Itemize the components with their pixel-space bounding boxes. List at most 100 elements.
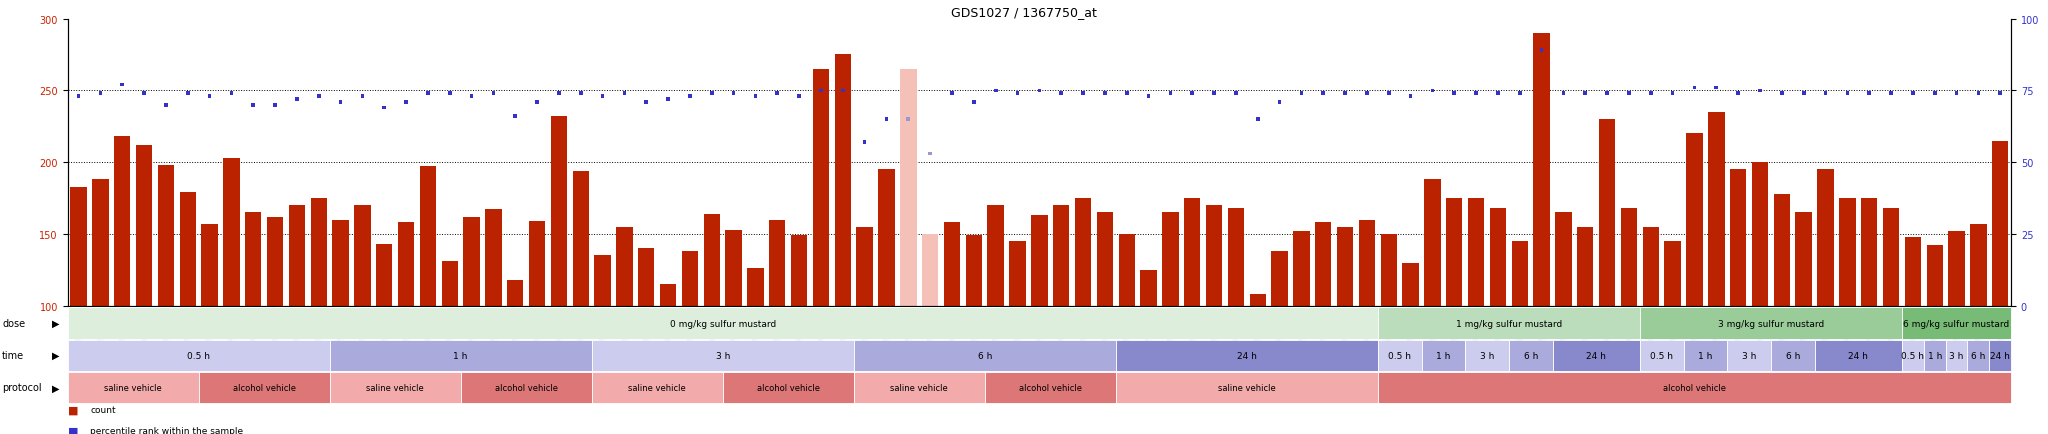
Bar xyxy=(442,262,459,306)
Text: count: count xyxy=(90,405,117,414)
Text: saline vehicle: saline vehicle xyxy=(367,383,424,392)
Point xyxy=(150,102,182,109)
Bar xyxy=(1075,199,1092,306)
Point xyxy=(1896,91,1929,98)
Point xyxy=(281,96,313,103)
Point xyxy=(1700,85,1733,92)
Text: 3 h: 3 h xyxy=(1743,351,1757,360)
Point xyxy=(1939,91,1972,98)
Bar xyxy=(1096,213,1112,306)
Bar xyxy=(1534,34,1550,306)
Point xyxy=(215,91,248,98)
Text: 0.5 h: 0.5 h xyxy=(1389,351,1411,360)
Bar xyxy=(770,220,786,306)
Point xyxy=(389,99,422,106)
Text: 1 h: 1 h xyxy=(1927,351,1942,360)
Point xyxy=(979,88,1012,95)
Point xyxy=(1284,91,1317,98)
Bar xyxy=(967,236,983,306)
Point xyxy=(1350,91,1382,98)
Point xyxy=(805,88,838,95)
Text: 1 h: 1 h xyxy=(453,351,467,360)
Text: 0.5 h: 0.5 h xyxy=(1901,351,1925,360)
Point xyxy=(84,91,117,98)
Bar xyxy=(616,227,633,306)
Point xyxy=(739,93,772,100)
Point xyxy=(412,91,444,98)
Text: 1 h: 1 h xyxy=(1436,351,1450,360)
Bar xyxy=(1554,213,1571,306)
Bar xyxy=(1751,163,1767,306)
Bar xyxy=(246,213,262,306)
Point xyxy=(1677,85,1710,92)
Text: 24 h: 24 h xyxy=(1237,351,1257,360)
Point xyxy=(1395,93,1427,100)
Bar xyxy=(397,223,414,306)
Point xyxy=(1743,88,1776,95)
Bar xyxy=(879,170,895,306)
Bar xyxy=(901,69,918,306)
Bar xyxy=(1161,213,1178,306)
Text: 6 h: 6 h xyxy=(1524,351,1538,360)
Text: protocol: protocol xyxy=(2,383,41,392)
Bar xyxy=(551,117,567,306)
Point xyxy=(172,91,205,98)
Bar xyxy=(1227,209,1243,306)
Bar xyxy=(1272,252,1288,306)
Text: saline vehicle: saline vehicle xyxy=(891,383,948,392)
Point xyxy=(1001,91,1034,98)
Point xyxy=(848,139,881,146)
Bar xyxy=(1032,216,1047,306)
Bar xyxy=(1970,224,1987,306)
Bar xyxy=(180,193,197,306)
Bar xyxy=(1249,295,1266,306)
Bar xyxy=(573,171,590,306)
Point xyxy=(762,91,795,98)
Bar xyxy=(1862,199,1878,306)
Point xyxy=(500,113,532,120)
Bar xyxy=(725,230,741,306)
Bar xyxy=(332,220,348,306)
Point xyxy=(346,93,379,100)
Bar xyxy=(463,217,479,306)
Bar xyxy=(1993,141,2009,306)
Point xyxy=(893,116,926,123)
Text: saline vehicle: saline vehicle xyxy=(1219,383,1276,392)
Bar xyxy=(748,269,764,306)
Text: 24 h: 24 h xyxy=(1587,351,1606,360)
Point xyxy=(324,99,356,106)
Bar xyxy=(659,285,676,306)
Point xyxy=(1831,91,1864,98)
Point xyxy=(827,88,860,95)
Text: 3 mg/kg sulfur mustard: 3 mg/kg sulfur mustard xyxy=(1718,319,1825,328)
Bar xyxy=(1905,237,1921,306)
Bar xyxy=(813,69,829,306)
Text: 0.5 h: 0.5 h xyxy=(186,351,211,360)
Bar xyxy=(1511,241,1528,306)
Bar xyxy=(1927,246,1944,306)
Text: GDS1027 / 1367750_at: GDS1027 / 1367750_at xyxy=(950,7,1098,20)
Point xyxy=(1022,88,1057,95)
Point xyxy=(608,91,641,98)
Bar xyxy=(1315,223,1331,306)
Bar xyxy=(1489,209,1505,306)
Bar xyxy=(1053,206,1069,306)
Point xyxy=(1438,91,1470,98)
Text: 3 h: 3 h xyxy=(1950,351,1964,360)
Point xyxy=(1874,91,1907,98)
Bar xyxy=(987,206,1004,306)
Point xyxy=(106,82,139,89)
Point xyxy=(696,91,729,98)
Bar xyxy=(1599,120,1616,306)
Point xyxy=(1087,91,1120,98)
Bar xyxy=(1141,270,1157,306)
Text: ■: ■ xyxy=(68,405,78,414)
Bar xyxy=(1577,227,1593,306)
Text: 3 h: 3 h xyxy=(1481,351,1495,360)
Point xyxy=(586,93,618,100)
Text: 6 h: 6 h xyxy=(1786,351,1800,360)
Point xyxy=(936,91,969,98)
Bar xyxy=(485,210,502,306)
Point xyxy=(455,93,487,100)
Bar xyxy=(266,217,283,306)
